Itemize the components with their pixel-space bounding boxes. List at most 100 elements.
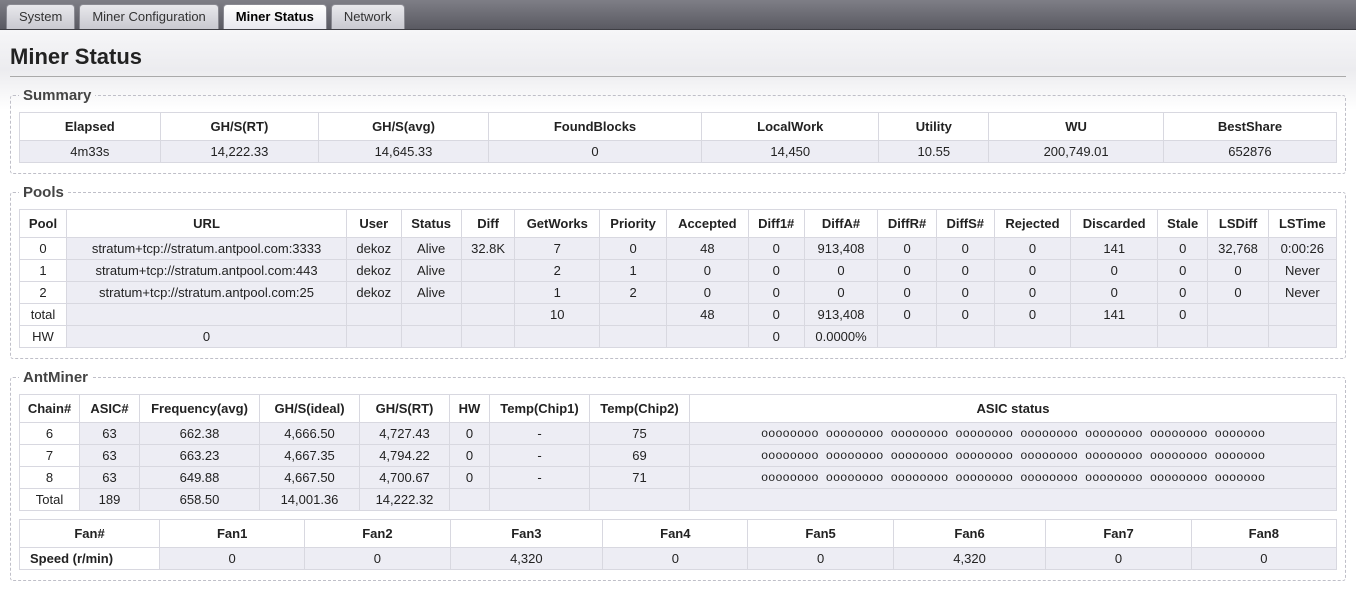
pools-cell: Alive [401,260,461,282]
pools-cell: 48 [666,238,748,260]
pools-cell: 0 [804,260,877,282]
pools-cell: dekoz [347,260,401,282]
tab-miner-status[interactable]: Miner Status [223,4,327,29]
pools-h-accepted: Accepted [666,210,748,238]
pools-cell: 0 [748,260,804,282]
summary-v-local-work: 14,450 [702,141,879,163]
summary-v-ghs-rt: 14,222.33 [160,141,319,163]
pools-h-discarded: Discarded [1071,210,1158,238]
antminer-cell: 663.23 [140,445,260,467]
pools-cell: 0 [67,326,347,348]
antminer-row: 763663.234,667.354,794.220-69oooooooo oo… [20,445,1337,467]
antminer-cell: oooooooo oooooooo oooooooo oooooooo oooo… [690,467,1337,489]
pools-cell: 0 [748,304,804,326]
pools-hw-row: HW000.0000% [20,326,1337,348]
summary-h-elapsed: Elapsed [20,113,161,141]
antminer-cell: 4,667.50 [260,467,360,489]
pools-cell: 913,408 [804,304,877,326]
pools-cell: HW [20,326,67,348]
antminer-h-asic: ASIC# [80,395,140,423]
antminer-total-row: Total189658.5014,001.3614,222.32 [20,489,1337,511]
pools-cell: 0 [666,282,748,304]
pools-cell: stratum+tcp://stratum.antpool.com:443 [67,260,347,282]
pools-cell: 1 [515,282,600,304]
pools-cell: 48 [666,304,748,326]
pools-cell: 0 [936,260,994,282]
pools-cell: Alive [401,238,461,260]
antminer-row: 663662.384,666.504,727.430-75oooooooo oo… [20,423,1337,445]
antminer-cell: 8 [20,467,80,489]
antminer-cell: 649.88 [140,467,260,489]
pools-cell: 0 [804,282,877,304]
fan-table: Fan# Fan1Fan2Fan3Fan4Fan5Fan6Fan7Fan8 Sp… [19,519,1337,570]
summary-v-wu: 200,749.01 [989,141,1164,163]
pools-header-row: Pool URL User Status Diff GetWorks Prior… [20,210,1337,238]
antminer-legend: AntMiner [19,369,92,386]
pools-cell: 0 [994,238,1071,260]
pools-h-user: User [347,210,401,238]
antminer-cell: 662.38 [140,423,260,445]
summary-section: Summary Elapsed GH/S(RT) GH/S(avg) Found… [10,87,1346,174]
pools-cell: 0 [936,304,994,326]
summary-table: Elapsed GH/S(RT) GH/S(avg) FoundBlocks L… [19,112,1337,163]
antminer-cell: 4,666.50 [260,423,360,445]
antminer-cell: 14,222.32 [360,489,450,511]
summary-value-row: 4m33s 14,222.33 14,645.33 0 14,450 10.55… [20,141,1337,163]
pools-cell: Never [1268,282,1336,304]
pools-cell [878,326,937,348]
summary-legend: Summary [19,87,95,104]
antminer-h-temp1: Temp(Chip1) [490,395,590,423]
pools-cell: 7 [515,238,600,260]
antminer-header-row: Chain# ASIC# Frequency(avg) GH/S(ideal) … [20,395,1337,423]
fan-speed: 0 [748,548,893,570]
antminer-cell: - [490,467,590,489]
antminer-h-ghs-ideal: GH/S(ideal) [260,395,360,423]
fan-speed: 0 [1046,548,1191,570]
pools-cell [401,326,461,348]
antminer-cell: 6 [20,423,80,445]
pools-row: 0stratum+tcp://stratum.antpool.com:3333d… [20,238,1337,260]
antminer-cell [690,489,1337,511]
summary-h-ghs-avg: GH/S(avg) [319,113,489,141]
pools-cell: 141 [1071,238,1158,260]
fan-h-label: Fan# [20,520,160,548]
antminer-cell: 69 [590,445,690,467]
page-body: Miner Status Summary Elapsed GH/S(RT) GH… [0,30,1356,607]
tab-system[interactable]: System [6,4,75,29]
tab-network[interactable]: Network [331,4,405,29]
antminer-section: AntMiner Chain# ASIC# Frequency(avg) GH/… [10,369,1346,581]
tab-miner-configuration[interactable]: Miner Configuration [79,4,218,29]
pools-cell: 32.8K [461,238,515,260]
pools-cell: total [20,304,67,326]
pools-cell: 0 [878,260,937,282]
pools-cell: 0 [994,282,1071,304]
antminer-cell: 63 [80,467,140,489]
pools-cell: 0.0000% [804,326,877,348]
pools-cell: 0 [20,238,67,260]
antminer-cell: 658.50 [140,489,260,511]
antminer-table: Chain# ASIC# Frequency(avg) GH/S(ideal) … [19,394,1337,511]
pools-cell: 0 [666,260,748,282]
antminer-cell: 75 [590,423,690,445]
pools-row: 1stratum+tcp://stratum.antpool.com:443de… [20,260,1337,282]
pools-cell [1071,326,1158,348]
pools-cell [1268,304,1336,326]
fan-speed: 0 [1191,548,1336,570]
summary-h-ghs-rt: GH/S(RT) [160,113,319,141]
antminer-cell: 4,794.22 [360,445,450,467]
pools-cell [515,326,600,348]
pools-cell [1268,326,1336,348]
pools-total-row: total10480913,4080001410 [20,304,1337,326]
pools-cell [461,326,515,348]
pools-h-rejected: Rejected [994,210,1071,238]
antminer-cell: 71 [590,467,690,489]
pools-cell [461,260,515,282]
pools-cell: 0 [1158,238,1208,260]
pools-section: Pools Pool URL User Status Diff GetWorks… [10,184,1346,359]
pools-cell: 2 [20,282,67,304]
pools-cell [67,304,347,326]
pools-cell [347,304,401,326]
summary-v-elapsed: 4m33s [20,141,161,163]
pools-h-url: URL [67,210,347,238]
summary-h-found-blocks: FoundBlocks [488,113,701,141]
